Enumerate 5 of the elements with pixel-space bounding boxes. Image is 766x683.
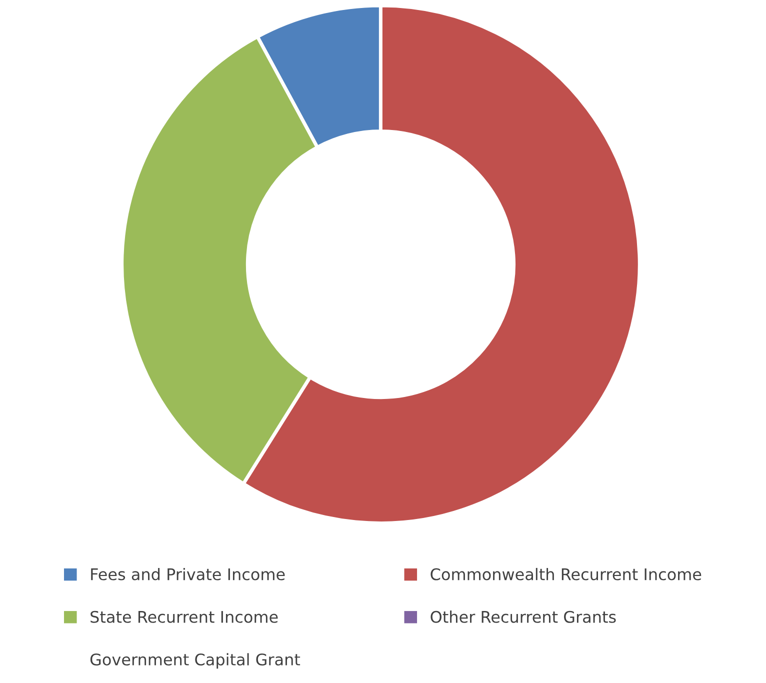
legend-label: Fees and Private Income	[91, 568, 285, 580]
category-label: Government Capital Grant	[90, 653, 300, 669]
legend-label: Other Recurrent Grants	[430, 610, 616, 623]
legend-label: Commonwealth Recurrent Income	[430, 568, 702, 580]
legend-label: State Recurrent Income	[90, 610, 278, 623]
